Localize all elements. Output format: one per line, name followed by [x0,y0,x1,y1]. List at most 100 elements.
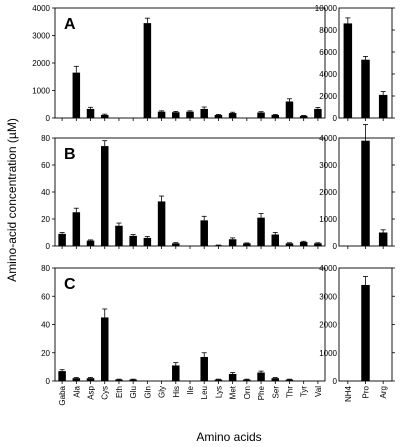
bar-gaba [58,233,66,246]
plot-area: 010002000300040000200040006000800010000A… [32,4,395,406]
bar-val [314,243,322,246]
bar-ser [271,234,280,246]
category-label-gln: Gln [143,386,152,398]
bar-ile [186,111,194,118]
bar-met [228,113,237,118]
y-tick-label: 60 [41,292,50,301]
category-label-glu: Glu [129,386,138,398]
bar-pro [361,140,370,246]
bar-val [314,108,322,118]
bar-orn [243,243,251,246]
category-label-lys: Lys [214,386,223,398]
bar-tyr [299,241,308,246]
category-label-cys: Cys [101,386,110,400]
y-tick-label: 0 [333,114,338,123]
y-tick-label: 6000 [319,48,337,57]
y-tick-label: 20 [41,215,50,224]
category-label-leu: Leu [200,386,209,399]
y-tick-label: 0 [46,242,51,251]
y-tick-label: 80 [41,134,50,143]
bar-lys [214,114,223,118]
y-tick-label: 4000 [319,134,337,143]
y-tick-label: 2000 [319,188,337,197]
bar-thr [285,379,294,381]
bar-thr [285,243,294,246]
y-tick-label: 2000 [319,321,337,330]
category-label-thr: Thr [285,386,294,398]
y-tick-label: 4000 [319,264,337,273]
category-label-ser: Ser [271,386,280,399]
bar-phe [257,112,265,118]
bar-ala [72,72,81,118]
bar-gly [157,111,166,118]
bar-phe [257,217,265,246]
bar-pro [361,284,370,381]
bar-his [172,243,180,246]
bar-gln [143,237,152,246]
x-axis-title: Amino acids [196,430,261,444]
y-tick-label: 40 [41,321,50,330]
y-tick-label: 4000 [32,4,50,13]
bar-ala [72,378,81,381]
bar-met [228,373,237,381]
bar-arg [378,94,388,118]
panel-label-b: B [64,146,76,163]
y-tick-label: 0 [333,242,338,251]
y-tick-label: 10000 [315,4,338,13]
category-label-eth: Eth [115,386,124,398]
category-label-phe: Phe [257,385,266,400]
panel-label-c: C [64,276,76,293]
category-label-met: Met [229,385,238,399]
bar-ser [271,114,280,118]
category-label-val: Val [314,386,323,397]
bar-gln [143,23,152,118]
category-label-gly: Gly [158,386,167,398]
category-label-gaba: Gaba [58,385,67,405]
y-tick-label: 0 [46,114,51,123]
bar-lys [214,379,223,381]
y-tick-label: 60 [41,161,50,170]
bar-asp [86,240,95,246]
y-tick-label: 2000 [32,59,50,68]
panel-0-left-frame [54,7,326,119]
bar-gly [157,201,166,246]
category-label-ala: Ala [72,385,81,397]
bar-ser [271,378,280,381]
bar-asp [86,108,95,118]
bar-phe [257,372,265,381]
bar-glu [129,235,137,246]
y-tick-label: 8000 [319,26,337,35]
bar-leu [200,108,208,118]
bar-eth [115,225,123,246]
bar-his [172,112,180,118]
y-tick-label: 1000 [319,349,337,358]
panel-2-left-frame [54,267,326,382]
bar-gaba [58,371,66,381]
bar-thr [285,101,294,118]
y-tick-label: 2000 [319,92,337,101]
panel-label-a: A [64,16,76,33]
y-axis-title: Amino-acid concentration (µM) [5,118,19,282]
bar-pro [361,59,370,118]
y-tick-label: 20 [41,349,50,358]
category-label-ile: Ile [186,385,195,394]
y-tick-label: 3000 [319,161,337,170]
bar-cys [100,114,109,118]
bar-cys [100,317,109,381]
bar-his [172,365,180,381]
y-tick-label: 1000 [32,87,50,96]
category-label-arg: Arg [379,386,388,398]
panel-1-left-frame [54,137,326,247]
y-tick-label: 80 [41,264,50,273]
y-tick-label: 3000 [319,292,337,301]
category-label-nh4: NH4 [344,385,353,402]
category-label-his: His [172,386,181,398]
bar-tyr [299,115,308,118]
category-label-orn: Orn [243,386,252,399]
bar-arg [378,232,388,246]
bar-asp [86,378,95,381]
y-tick-label: 3000 [32,32,50,41]
bar-lys [214,245,223,246]
bar-orn [243,379,251,381]
